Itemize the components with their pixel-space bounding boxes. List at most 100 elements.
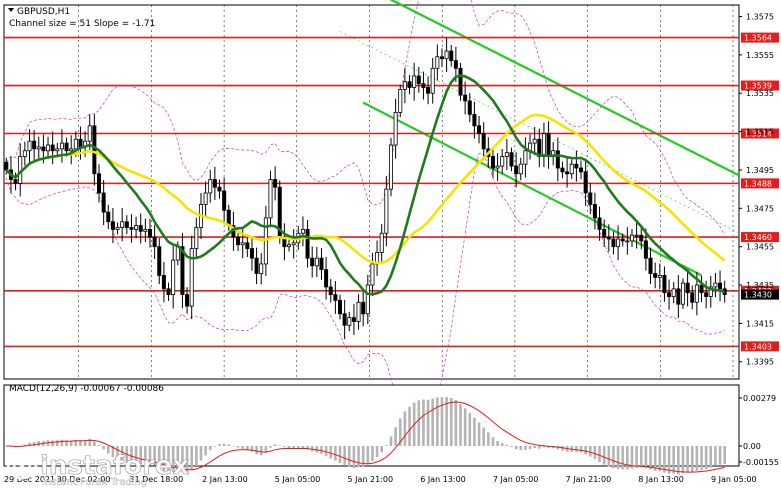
macd-histogram-bar — [417, 400, 421, 446]
candle-body — [129, 227, 134, 230]
candle-body — [490, 156, 495, 169]
candle-body — [203, 192, 208, 205]
macd-signal-line — [6, 401, 725, 473]
candle-body — [704, 292, 709, 297]
macd-histogram-bar — [482, 427, 485, 446]
candle-body — [430, 67, 435, 94]
candle-body — [46, 144, 51, 152]
macd-histogram-bar — [241, 446, 244, 449]
candle-body — [305, 228, 310, 259]
candle-body — [314, 257, 319, 267]
candle-body — [694, 284, 699, 303]
candle-body — [254, 257, 259, 274]
macd-histogram-bar — [649, 446, 652, 470]
macd-histogram-bar — [246, 446, 249, 451]
dropdown-arrow-icon[interactable] — [8, 8, 14, 12]
macd-scale-label: 0.00279 — [743, 394, 776, 403]
macd-histogram-bar — [65, 440, 68, 446]
candle-body — [370, 263, 375, 286]
candle-body — [115, 227, 120, 230]
candle-body — [653, 273, 658, 278]
y-tick-label: 1.3495 — [746, 166, 774, 175]
macd-histogram-bar — [227, 444, 231, 446]
macd-histogram-bar — [250, 446, 254, 452]
macd-histogram-bar — [301, 446, 305, 448]
ma-fast-line — [5, 74, 726, 296]
candle-body — [685, 282, 690, 294]
candle-body — [157, 246, 162, 276]
level-label-box — [741, 341, 779, 352]
channel-upper-line — [389, 0, 740, 177]
macd-histogram-bar — [667, 446, 671, 474]
candle-body — [579, 167, 584, 173]
candle-body — [120, 221, 125, 228]
macd-histogram-bar — [88, 438, 92, 446]
candle-body — [402, 81, 407, 90]
x-tick-label: 2 Jan 13:00 — [202, 475, 248, 484]
candle-body — [236, 236, 241, 246]
macd-histogram-bar — [663, 446, 666, 473]
macd-histogram-bar — [273, 444, 277, 446]
ma-slow-line — [5, 113, 726, 265]
macd-histogram-bar — [357, 446, 360, 468]
macd-histogram-bar — [500, 443, 504, 446]
macd-histogram-bar — [199, 446, 203, 461]
candle-body — [78, 138, 83, 148]
candle-body — [194, 227, 199, 249]
macd-histogram-bar — [459, 404, 462, 446]
macd-histogram-bar — [607, 446, 611, 467]
x-tick-label: 9 Jan 05:00 — [711, 475, 757, 484]
candle-body — [439, 56, 444, 60]
candle-body — [667, 292, 672, 297]
x-tick-label: 6 Jan 13:00 — [420, 475, 466, 484]
candle-body — [222, 190, 227, 211]
candle-body — [143, 228, 148, 232]
macd-histogram-bar — [148, 446, 152, 465]
macd-histogram-bar — [700, 446, 703, 470]
macd-histogram-bar — [102, 446, 105, 450]
macd-histogram-bar — [190, 446, 194, 471]
bollinger-lower-line — [5, 153, 725, 441]
candle-body — [273, 179, 278, 188]
candle-body — [602, 228, 607, 238]
macd-histogram-bar — [389, 436, 393, 446]
candle-body — [106, 211, 111, 223]
candle-body — [412, 75, 417, 88]
candle-body — [662, 275, 667, 294]
symbol-label: GBPUSD,H1 — [17, 7, 70, 17]
macd-histogram-bar — [519, 446, 523, 451]
y-tick-label: 1.3515 — [746, 128, 774, 137]
macd-histogram-bar — [616, 446, 620, 469]
macd-histogram-bar — [371, 446, 374, 461]
macd-histogram-bar — [347, 446, 351, 467]
current-price-box — [741, 289, 779, 300]
candle-body — [407, 81, 412, 88]
macd-histogram-bar — [366, 446, 370, 465]
macd-histogram-bar — [167, 446, 170, 474]
macd-histogram-bar — [626, 446, 629, 470]
candle-body — [138, 225, 143, 232]
candle-body — [500, 156, 505, 167]
macd-histogram-bar — [653, 446, 657, 471]
macd-histogram-bar — [375, 446, 379, 457]
macd-histogram-bar — [672, 446, 676, 474]
candle-body — [699, 284, 704, 294]
macd-histogram-bar — [630, 446, 634, 469]
macd-histogram-bar — [28, 442, 31, 446]
macd-histogram-bar — [449, 398, 453, 446]
x-tick-label: 7 Jan 21:00 — [566, 475, 612, 484]
macd-histogram-bar — [79, 440, 82, 446]
watermark-brand: instaforex — [40, 451, 190, 481]
candle-body — [583, 171, 588, 194]
candle-body — [240, 242, 245, 246]
macd-histogram-bar — [639, 446, 643, 468]
candle-body — [444, 50, 449, 60]
candle-body — [671, 288, 676, 297]
macd-pane: 0.00279 0.00 -0.00155 — [3, 384, 779, 475]
macd-histogram-bar — [556, 446, 560, 450]
macd-histogram-bar — [283, 446, 286, 447]
candle-body — [22, 150, 27, 157]
level-label: 1.3564 — [744, 34, 772, 43]
candle-body — [101, 192, 106, 213]
macd-histogram-bar — [431, 398, 435, 446]
